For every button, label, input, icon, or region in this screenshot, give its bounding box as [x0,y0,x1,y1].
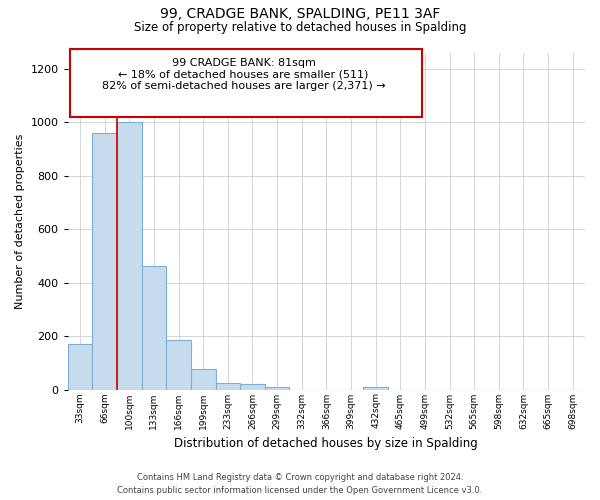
Text: 82% of semi-detached houses are larger (2,371) →: 82% of semi-detached houses are larger (… [102,81,385,91]
Text: 99, CRADGE BANK, SPALDING, PE11 3AF: 99, CRADGE BANK, SPALDING, PE11 3AF [160,8,440,22]
Text: ← 18% of detached houses are smaller (511): ← 18% of detached houses are smaller (51… [118,70,369,80]
Bar [364,387,388,390]
Bar [215,383,240,390]
Bar [191,370,215,390]
FancyBboxPatch shape [70,49,422,116]
Text: 99 CRADGE BANK: 81sqm: 99 CRADGE BANK: 81sqm [172,58,316,68]
Bar [142,266,166,390]
X-axis label: Distribution of detached houses by size in Spalding: Distribution of detached houses by size … [175,437,478,450]
Text: Contains HM Land Registry data © Crown copyright and database right 2024.
Contai: Contains HM Land Registry data © Crown c… [118,474,482,495]
Bar [117,122,142,390]
Text: Size of property relative to detached houses in Spalding: Size of property relative to detached ho… [134,21,466,34]
Bar [92,132,117,390]
Bar [265,387,289,390]
Bar [68,344,92,390]
Bar [166,340,191,390]
Bar [240,384,265,390]
Y-axis label: Number of detached properties: Number of detached properties [15,134,25,308]
